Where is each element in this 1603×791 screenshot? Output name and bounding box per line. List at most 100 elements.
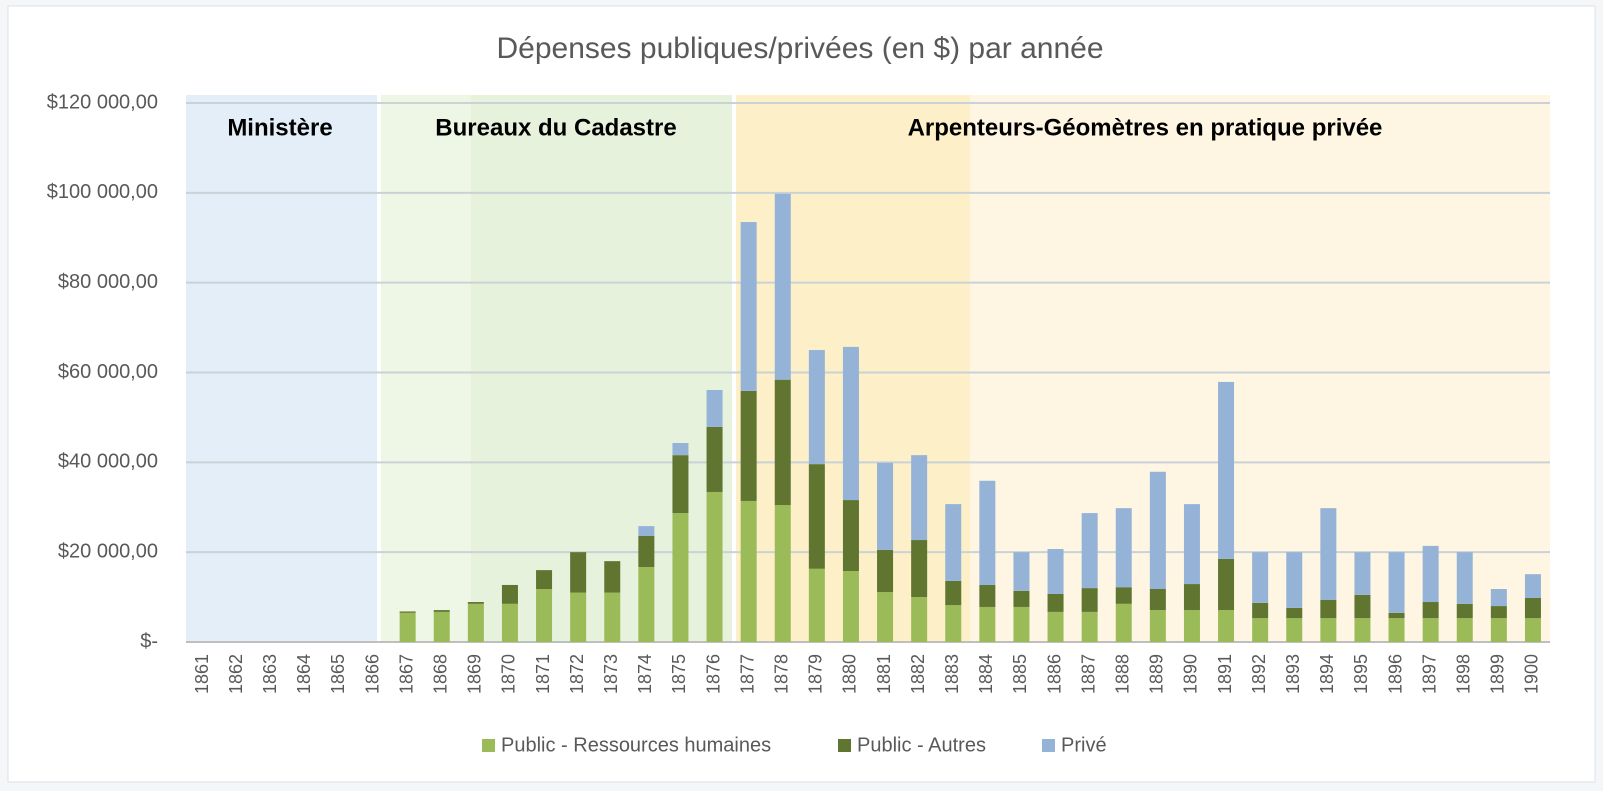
x-tick-label: 1890: [1181, 654, 1201, 694]
bar-segment: [808, 464, 825, 569]
x-tick-label: 1863: [260, 654, 280, 694]
bar-segment: [1183, 610, 1200, 642]
bar-segment: [877, 462, 894, 550]
bar-segment: [1149, 610, 1166, 642]
bar-segment: [1490, 618, 1507, 642]
x-tick-label: 1897: [1419, 654, 1439, 694]
y-tick-label: $60 000,00: [58, 361, 158, 383]
x-tick-label: 1892: [1249, 654, 1269, 694]
annotation: Arpenteurs-Géomètres en pratique privée: [908, 114, 1383, 141]
legend-swatch: [1042, 739, 1055, 752]
x-tick-label: 1888: [1113, 654, 1133, 694]
bar-segment: [467, 602, 484, 604]
bar-segment: [945, 580, 962, 606]
bar-segment: [433, 610, 450, 612]
legend-swatch: [482, 739, 495, 752]
x-tick-label: 1899: [1488, 654, 1508, 694]
bar-segment: [945, 504, 962, 581]
bar-segment: [1047, 611, 1064, 642]
bar-segment: [604, 592, 621, 642]
bar-segment: [979, 480, 996, 585]
x-tick-label: 1878: [772, 654, 792, 694]
band-ministere: [186, 95, 377, 642]
chart-title: Dépenses publiques/privées (en $) par an…: [496, 32, 1103, 65]
bar-segment: [877, 592, 894, 642]
bar-segment: [1047, 593, 1064, 612]
y-tick-label: $80 000,00: [58, 271, 158, 293]
x-tick-label: 1882: [908, 654, 928, 694]
legend-label: Public - Ressources humaines: [501, 734, 771, 756]
bar-segment: [570, 592, 587, 642]
bar-segment: [1320, 618, 1337, 642]
bar-segment: [1183, 504, 1200, 585]
bar-segment: [808, 350, 825, 465]
x-tick-label: 1862: [226, 654, 246, 694]
bar-segment: [672, 455, 689, 514]
bar-segment: [536, 588, 553, 642]
bar-segment: [774, 193, 791, 380]
x-tick-label: 1861: [192, 654, 212, 694]
bar-segment: [1013, 552, 1030, 591]
annotation: Bureaux du Cadastre: [435, 114, 676, 141]
bar-segment: [1013, 606, 1030, 642]
bar-segment: [945, 605, 962, 642]
bar-segment: [1218, 610, 1235, 642]
bar-segment: [911, 597, 928, 642]
x-tick-label: 1898: [1454, 654, 1474, 694]
x-tick-label: 1870: [499, 654, 519, 694]
bar-segment: [842, 346, 859, 501]
x-tick-label: 1867: [396, 654, 416, 694]
x-tick-label: 1864: [294, 654, 314, 694]
x-tick-label: 1873: [601, 654, 621, 694]
x-tick-label: 1874: [635, 654, 655, 694]
bar-segment: [706, 491, 723, 642]
bar-segment: [1490, 606, 1507, 619]
bar-segment: [501, 603, 518, 642]
x-tick-label: 1876: [703, 654, 723, 694]
bar-segment: [979, 606, 996, 642]
x-tick-label: 1894: [1317, 654, 1337, 694]
x-tick-label: 1893: [1283, 654, 1303, 694]
bar-segment: [1286, 618, 1303, 642]
bar-segment: [1320, 508, 1337, 600]
bar-segment: [1081, 611, 1098, 642]
bar-segment: [672, 443, 689, 456]
bar-segment: [501, 584, 518, 604]
bar-segment: [399, 612, 416, 642]
y-tick-label: $20 000,00: [58, 540, 158, 562]
x-tick-label: 1881: [874, 654, 894, 694]
bar-segment: [808, 568, 825, 642]
bar-segment: [1524, 597, 1541, 619]
x-tick-label: 1900: [1522, 654, 1542, 694]
bar-segment: [1490, 588, 1507, 607]
bar-segment: [1354, 594, 1371, 619]
bar-segment: [1524, 618, 1541, 642]
bar-segment: [1320, 599, 1337, 619]
x-tick-label: 1887: [1078, 654, 1098, 694]
annotation: Ministère: [227, 114, 332, 141]
bar-segment: [1013, 590, 1030, 607]
y-tick-label: $40 000,00: [58, 451, 158, 473]
y-tick-label: $120 000,00: [47, 91, 158, 113]
bar-segment: [1149, 588, 1166, 611]
bar-segment: [638, 566, 655, 642]
x-tick-label: 1869: [465, 654, 485, 694]
bar-segment: [979, 584, 996, 607]
bar-segment: [740, 390, 757, 501]
bar-segment: [1456, 552, 1473, 604]
bar-segment: [740, 500, 757, 642]
bar-segment: [1115, 587, 1132, 604]
bar-segment: [1354, 552, 1371, 595]
x-tick-label: 1866: [362, 654, 382, 694]
x-tick-label: 1872: [567, 654, 587, 694]
bar-segment: [877, 549, 894, 593]
bar-segment: [1252, 552, 1269, 603]
bar-segment: [1286, 552, 1303, 608]
bar-segment: [1524, 574, 1541, 598]
bar-segment: [1252, 602, 1269, 619]
bar-segment: [536, 570, 553, 589]
band-cadastre-light: [381, 95, 471, 642]
y-tick-label: $-: [140, 630, 158, 652]
bar-segment: [911, 455, 928, 541]
bar-segment: [911, 540, 928, 598]
